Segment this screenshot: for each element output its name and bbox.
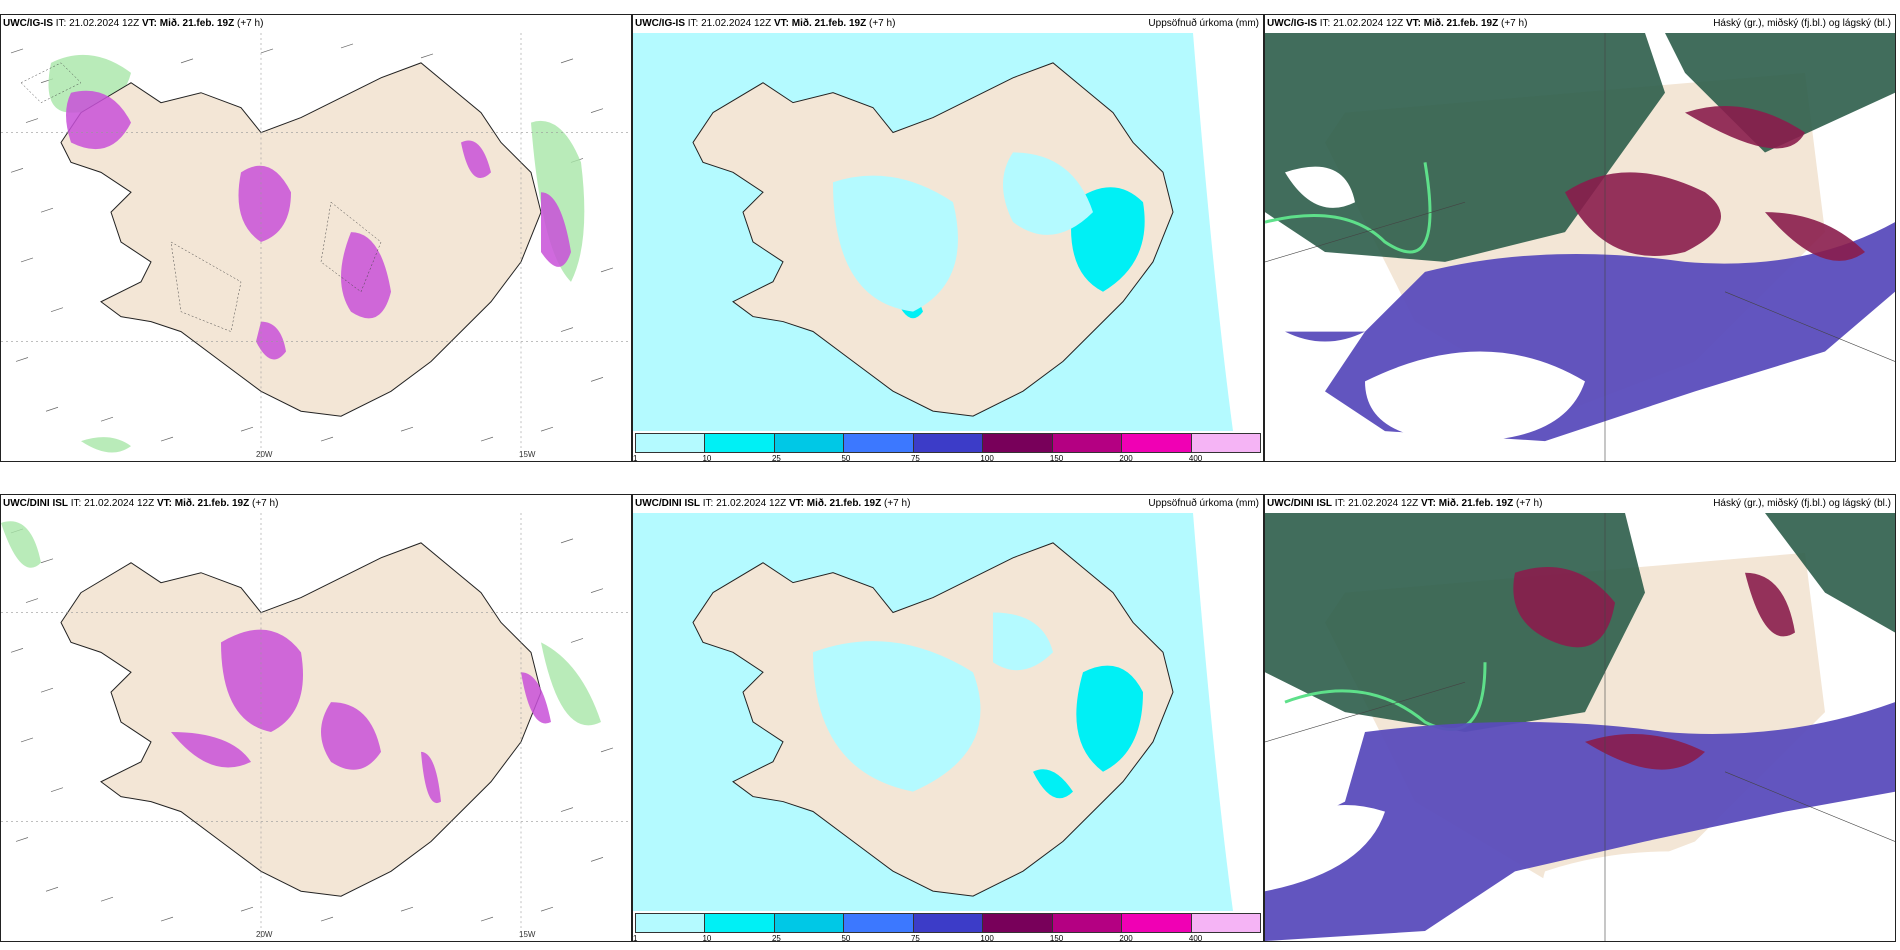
- panel-precip-bottom: UWC/DINI ISL IT: 21.02.2024 12Z VT: Mið.…: [632, 494, 1264, 942]
- panel-cloud-top: UWC/IG-IS IT: 21.02.2024 12Z VT: Mið. 21…: [1264, 14, 1896, 462]
- lon-label-15w: 15W: [519, 450, 536, 459]
- map-cloud: [1265, 513, 1895, 941]
- cloud-high-edge: [1284, 662, 1487, 731]
- precip-title: Uppsöfnuð úrkoma (mm): [1148, 15, 1259, 33]
- precip-mid: [1033, 665, 1143, 799]
- precip-legend: [635, 913, 1261, 933]
- cloud-low: [1565, 105, 1865, 261]
- lon-label-20w: 20W: [256, 450, 273, 459]
- precip-light-overland: [833, 152, 1093, 312]
- lon-label-15w: 15W: [519, 930, 536, 939]
- panel-title: UWC/DINI ISL IT: 21.02.2024 12Z VT: Mið.…: [633, 495, 1263, 513]
- map-precip: [633, 33, 1263, 431]
- snow-areas: [171, 629, 551, 804]
- map-wind-snow: [1, 33, 631, 461]
- hatch-areas: [20, 62, 382, 332]
- panel-wind-snow-top: UWC/IG-IS IT: 21.02.2024 12Z VT: Mið. 21…: [0, 14, 632, 462]
- panel-title: UWC/IG-IS IT: 21.02.2024 12Z VT: Mið. 21…: [633, 15, 1263, 33]
- map-precip: [633, 513, 1263, 911]
- map-wind-snow: [1, 513, 631, 941]
- panel-title: UWC/IG-IS IT: 21.02.2024 12Z VT: Mið. 21…: [1, 15, 631, 33]
- cloud-high: [1265, 33, 1895, 262]
- cloud-mid: [1265, 702, 1895, 941]
- precip-legend-ticks: 1 10 25 50 75 100 150 200 400: [633, 454, 1203, 462]
- map-cloud: [1265, 33, 1895, 461]
- panel-cloud-bottom: UWC/DINI ISL IT: 21.02.2024 12Z VT: Mið.…: [1264, 494, 1896, 942]
- precip-legend: [635, 433, 1261, 453]
- cloud-low: [1513, 567, 1795, 770]
- snow-areas: [66, 90, 571, 360]
- cloud-title: Háský (gr.), miðský (fj.bl.) og lágský (…: [1713, 495, 1891, 513]
- precip-legend-ticks: 1 10 25 50 75 100 150 200 400: [633, 934, 1203, 942]
- precip-title: Uppsöfnuð úrkoma (mm): [1148, 495, 1259, 513]
- panel-precip-top: UWC/IG-IS IT: 21.02.2024 12Z VT: Mið. 21…: [632, 14, 1264, 462]
- precip-light-overland: [813, 612, 1053, 792]
- white-gaps: [1285, 166, 1585, 442]
- panel-wind-snow-bottom: UWC/DINI ISL IT: 21.02.2024 12Z VT: Mið.…: [0, 494, 632, 942]
- lon-label-20w: 20W: [256, 930, 273, 939]
- white-gaps: [1265, 804, 1805, 932]
- iceland-land: [60, 542, 542, 897]
- iceland-land: [60, 62, 542, 417]
- cloud-high-edge: [1265, 162, 1432, 254]
- cloud-title: Háský (gr.), miðský (fj.bl.) og lágský (…: [1713, 15, 1891, 33]
- panel-title: UWC/DINI ISL IT: 21.02.2024 12Z VT: Mið.…: [1, 495, 631, 513]
